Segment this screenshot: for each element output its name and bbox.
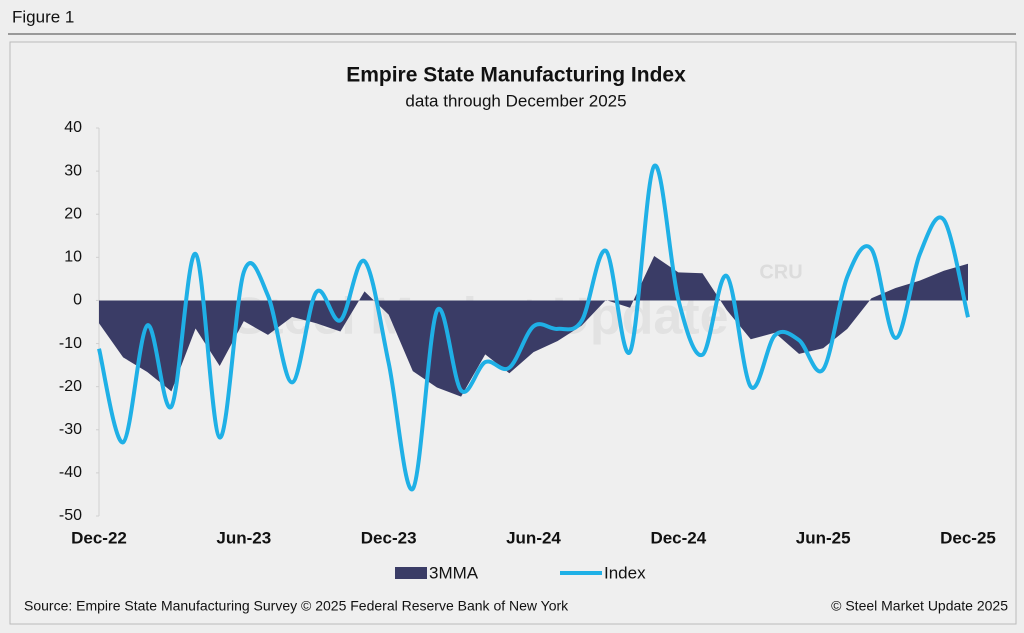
y-tick-label: -50 [59, 507, 82, 524]
legend-label: 3MMA [429, 563, 479, 582]
x-tick-label: Dec-22 [71, 528, 127, 547]
x-tick-label: Dec-25 [940, 528, 996, 547]
x-tick-label: Jun-24 [506, 528, 561, 547]
y-tick-label: 0 [73, 292, 82, 309]
copyright: © Steel Market Update 2025 [831, 598, 1008, 614]
legend-label: Index [604, 563, 646, 582]
legend-swatch [395, 567, 427, 579]
source-note: Source: Empire State Manufacturing Surve… [24, 598, 569, 614]
y-tick-label: 40 [64, 119, 82, 136]
y-tick-label: -40 [59, 464, 82, 481]
figure-label: Figure 1 [12, 7, 74, 26]
y-tick-label: -20 [59, 378, 82, 395]
chart-subtitle: data through December 2025 [405, 91, 626, 110]
y-tick-label: -10 [59, 335, 82, 352]
y-tick-label: 20 [64, 205, 82, 222]
y-tick-label: 10 [64, 249, 82, 266]
x-tick-label: Jun-23 [216, 528, 271, 547]
y-tick-label: -30 [59, 421, 82, 438]
line [97, 163, 970, 492]
x-tick-label: Dec-24 [650, 528, 706, 547]
chart-title: Empire State Manufacturing Index [346, 64, 686, 87]
x-tick-label: Jun-25 [796, 528, 851, 547]
x-tick-label: Dec-23 [361, 528, 417, 547]
logo: CRU [759, 261, 802, 283]
y-tick-label: 30 [64, 162, 82, 179]
